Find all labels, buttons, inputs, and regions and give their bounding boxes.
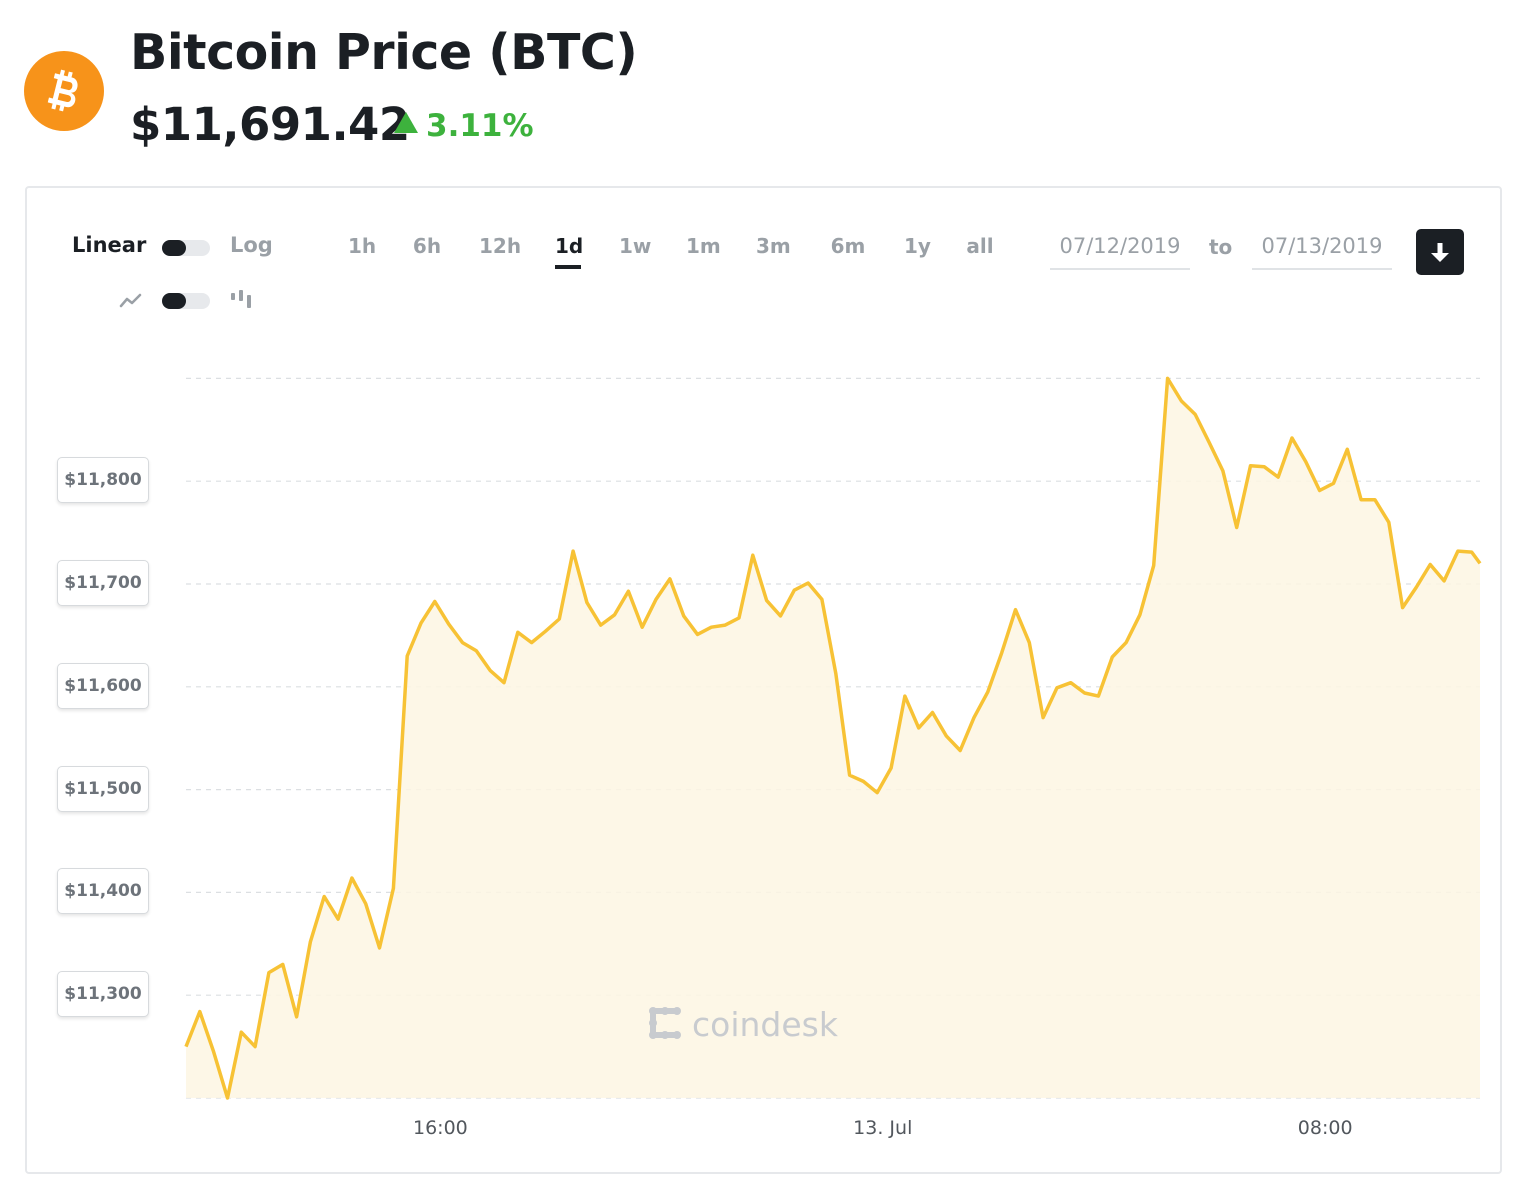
y-axis-tick-label: $11,800 — [57, 457, 149, 504]
range-6h[interactable]: 6h — [412, 234, 442, 258]
page-title: Bitcoin Price (BTC) — [130, 24, 638, 81]
coindesk-watermark: coindesk — [648, 1005, 838, 1044]
range-1w[interactable]: 1w — [619, 234, 652, 258]
up-arrow-icon — [394, 112, 418, 133]
y-axis-tick-label: $11,400 — [57, 868, 149, 915]
candlestick-icon[interactable] — [230, 289, 254, 311]
coindesk-logo-icon — [649, 1007, 681, 1039]
range-3m[interactable]: 3m — [756, 234, 791, 258]
range-all[interactable]: all — [966, 234, 994, 258]
y-axis-tick-label: $11,700 — [57, 560, 149, 606]
range-6m[interactable]: 6m — [830, 234, 866, 258]
range-12h[interactable]: 12h — [479, 234, 522, 258]
y-axis-tick-label: $11,500 — [57, 765, 149, 812]
date-range-separator: to — [1209, 235, 1233, 259]
log-scale-label[interactable]: Log — [230, 233, 273, 257]
range-1d[interactable]: 1d — [555, 234, 584, 269]
range-1m[interactable]: 1m — [686, 234, 721, 258]
scale-toggle[interactable] — [162, 240, 210, 256]
price-line — [184, 376, 1482, 1100]
price-change-value: 3.11% — [426, 108, 534, 144]
range-1y[interactable]: 1y — [904, 234, 931, 258]
price-area — [186, 378, 1480, 1098]
coindesk-wordmark: coindesk — [692, 1005, 838, 1044]
scale-toggle-knob — [162, 240, 186, 256]
y-axis-tick-label: $11,300 — [57, 971, 149, 1018]
chart-type-toggle-knob — [162, 293, 186, 309]
range-1h[interactable]: 1h — [348, 234, 377, 258]
download-button[interactable] — [1416, 229, 1464, 275]
date-from-input[interactable]: 07/12/2019 — [1050, 234, 1190, 270]
date-to-input[interactable]: 07/13/2019 — [1252, 234, 1392, 270]
x-axis-tick-label: 13. Jul — [853, 1117, 913, 1139]
bitcoin-logo — [24, 51, 104, 131]
current-price: $11,691.42 — [130, 98, 410, 151]
chart-type-toggle[interactable] — [162, 293, 210, 309]
y-axis-tick-label: $11,600 — [57, 662, 149, 709]
x-axis-tick-label: 16:00 — [412, 1117, 468, 1139]
x-axis-tick-label: 08:00 — [1297, 1117, 1353, 1139]
line-chart-icon[interactable] — [119, 292, 143, 310]
price-change: 3.11% — [394, 108, 534, 144]
download-arrow-icon — [1431, 243, 1449, 262]
linear-scale-label[interactable]: Linear — [72, 233, 147, 257]
